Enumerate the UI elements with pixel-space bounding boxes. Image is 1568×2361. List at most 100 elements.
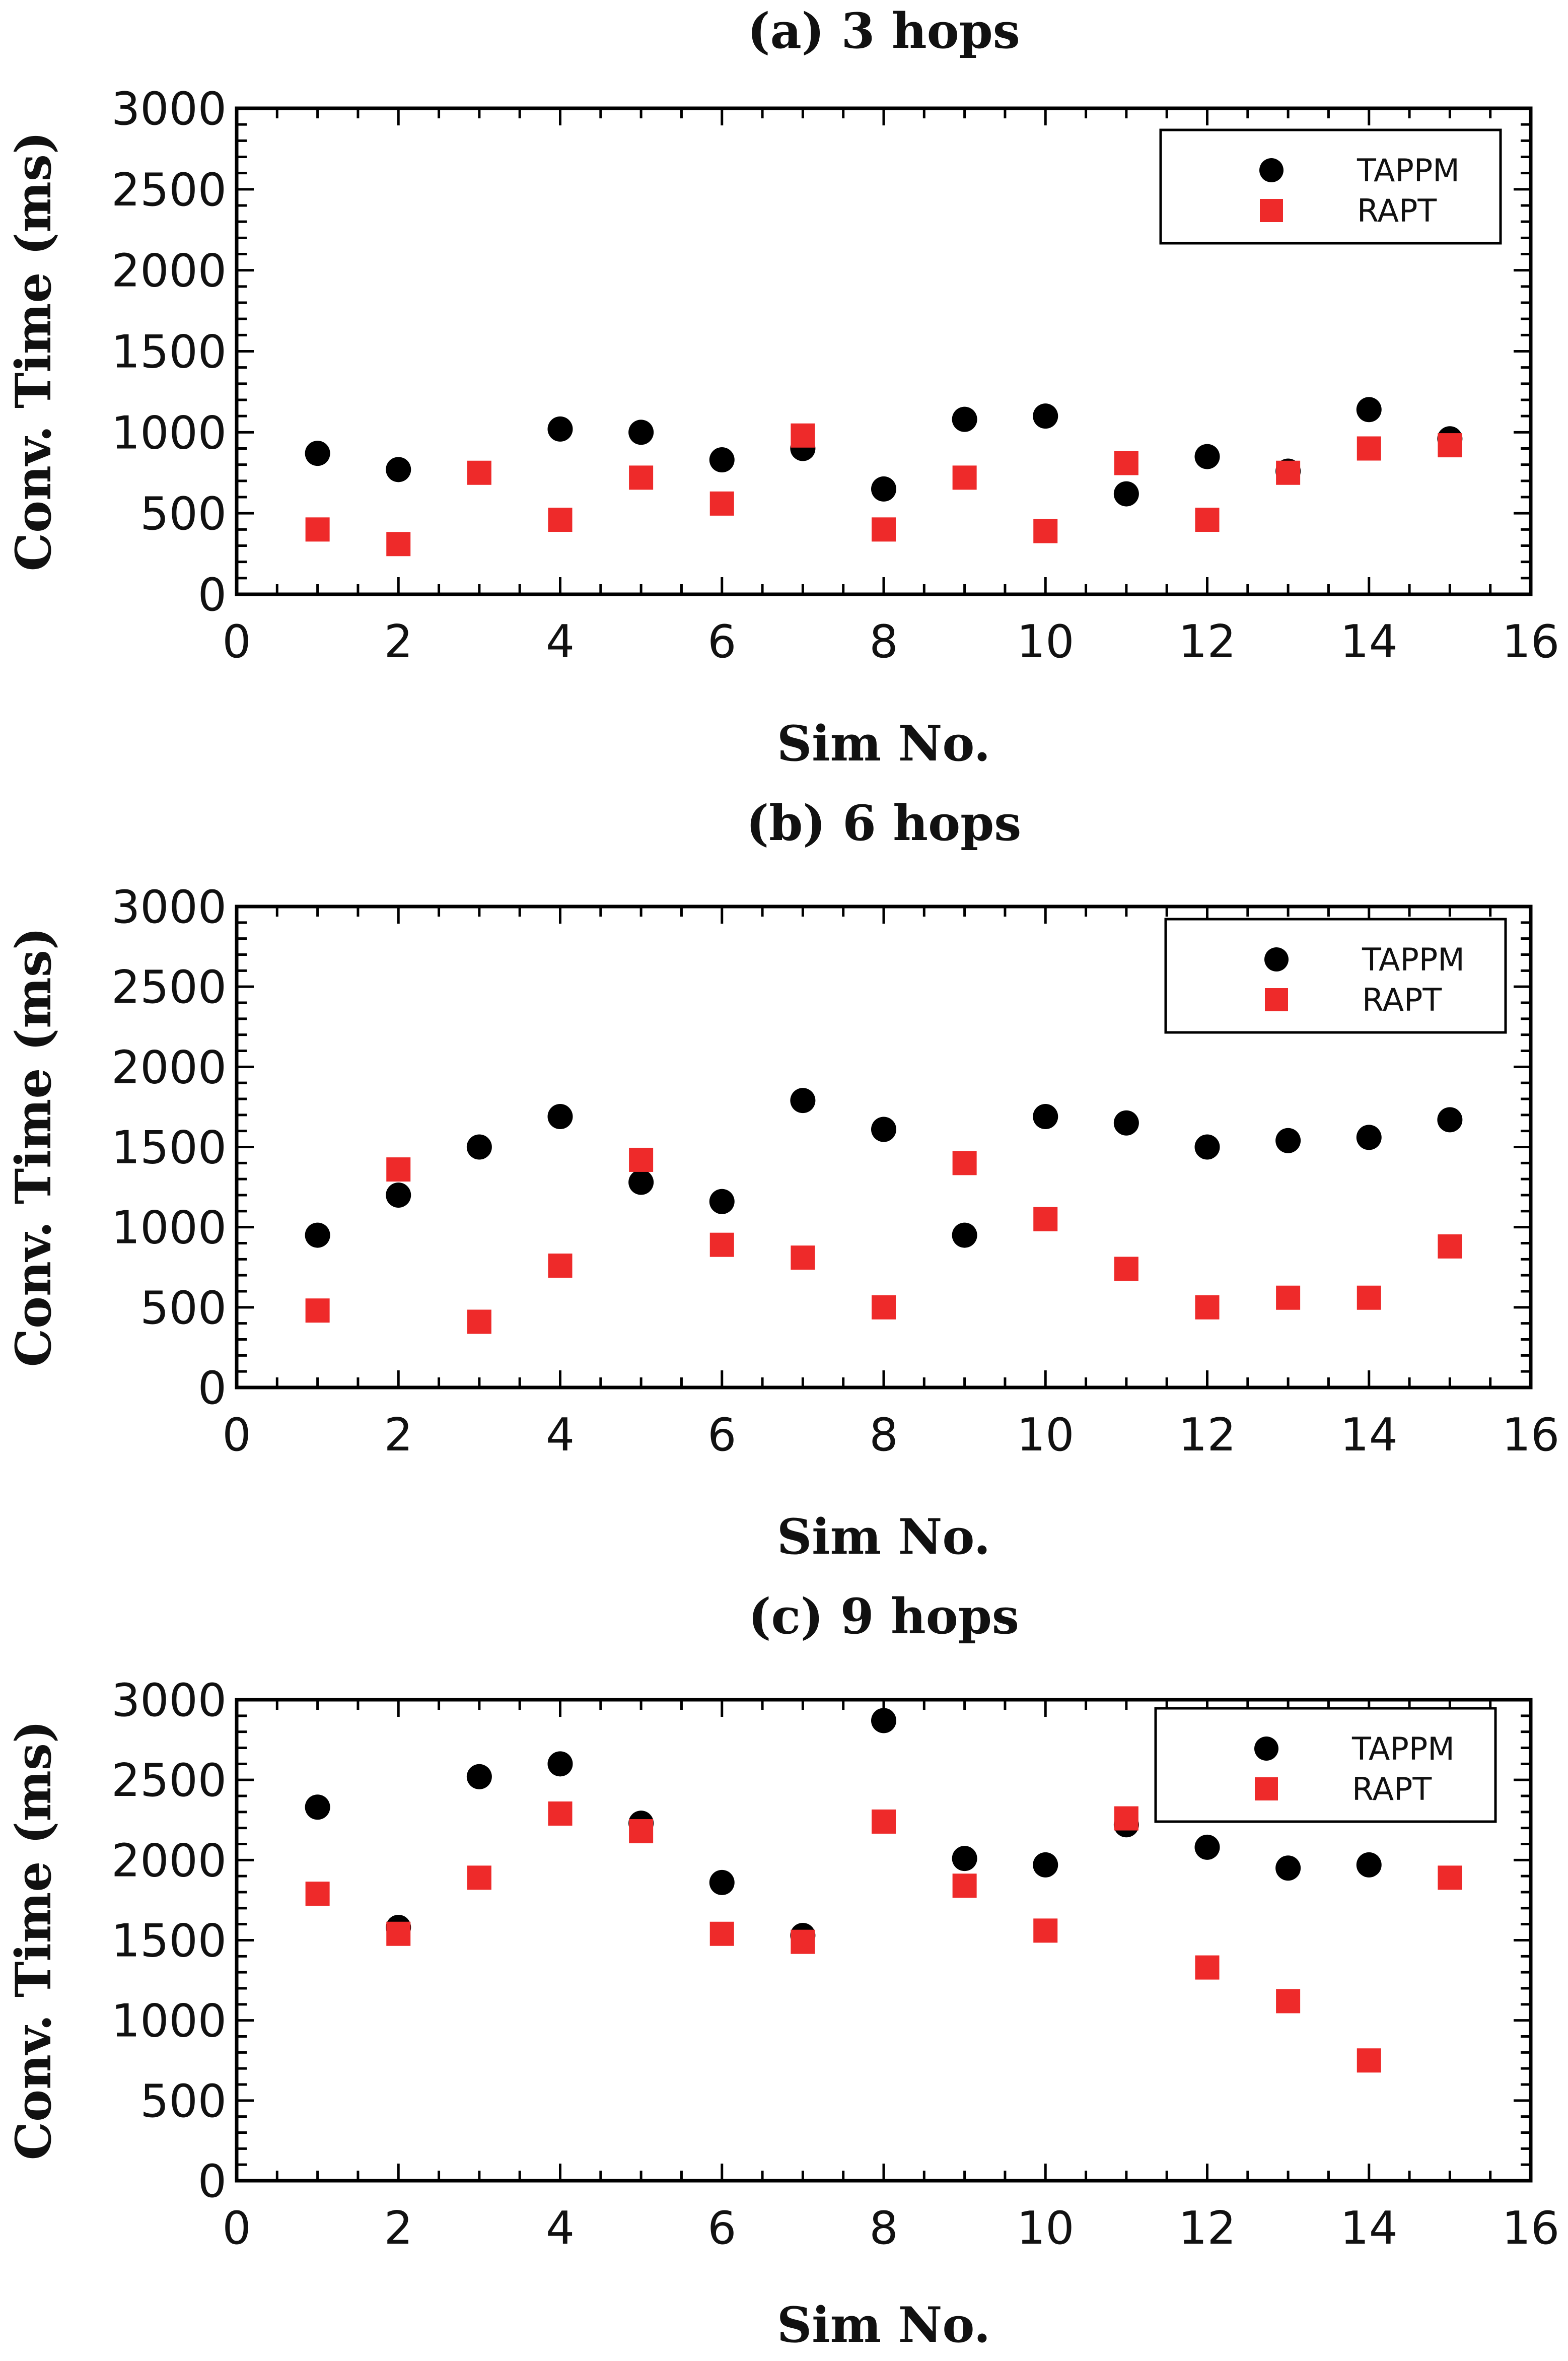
- data-point-rapt: [467, 1865, 491, 1890]
- y-tick-label: 500: [140, 1282, 227, 1335]
- data-point-tappm: [386, 457, 411, 482]
- legend: TAPPM RAPT: [1164, 918, 1507, 1034]
- y-tick-label: 1000: [111, 406, 227, 459]
- y-tick-label: 0: [198, 2155, 227, 2208]
- data-point-tappm: [1194, 1134, 1220, 1160]
- x-tick-label: 12: [1178, 1409, 1236, 1462]
- chart-title: (c) 9 hops: [748, 1588, 1019, 1645]
- y-tick-label: 1000: [111, 1995, 227, 2048]
- legend-box: [1154, 1707, 1497, 1823]
- data-point-tappm: [1113, 1110, 1139, 1136]
- x-tick-label: 16: [1502, 2202, 1560, 2255]
- x-tick-label: 14: [1340, 1409, 1398, 1462]
- data-point-tappm: [466, 1134, 492, 1160]
- data-point-tappm: [790, 1088, 816, 1114]
- data-point-tappm: [305, 1222, 330, 1248]
- data-point-rapt: [872, 517, 896, 542]
- series-rapt: [305, 1801, 1462, 2073]
- data-point-rapt: [1276, 1285, 1301, 1310]
- y-tick-label: 2000: [111, 1834, 227, 1887]
- data-point-rapt: [1357, 1285, 1381, 1310]
- x-tick-label: 12: [1178, 615, 1236, 668]
- data-point-tappm: [709, 447, 735, 473]
- chart-title: (a) 3 hops: [747, 3, 1020, 59]
- data-point-tappm: [871, 1117, 896, 1142]
- data-point-rapt: [1195, 1955, 1220, 1980]
- data-point-rapt: [709, 1232, 734, 1257]
- data-point-tappm: [1033, 1852, 1058, 1878]
- data-point-tappm: [305, 1794, 330, 1820]
- y-tick-label: 1000: [111, 1202, 227, 1255]
- series-tappm: [305, 397, 1463, 507]
- legend-marker-rapt: [1260, 199, 1283, 222]
- x-tick-label: 2: [384, 2202, 413, 2255]
- legend-label-tappm: TAPPM: [1362, 941, 1465, 978]
- data-point-rapt: [548, 1254, 573, 1278]
- data-point-rapt: [305, 1882, 330, 1906]
- y-tick-label: 2500: [111, 1754, 227, 1807]
- x-tick-label: 6: [707, 1409, 736, 1462]
- legend-label-tappm: TAPPM: [1351, 1730, 1455, 1767]
- data-point-tappm: [386, 1183, 411, 1208]
- y-tick-label: 0: [198, 1362, 227, 1415]
- x-tick-label: 0: [222, 2202, 251, 2255]
- chart-panel-1: (a) 3 hops 0 2 4 6 8 10 12 14 16 0 500 1000 1500 2000 2…: [5, 3, 1559, 772]
- series-tappm: [305, 1088, 1463, 1248]
- chart-panel-3: (c) 9 hops 0 2 4 6 8 10 12 14 16 0 500 1000 1500 2000 2…: [5, 1588, 1559, 2353]
- data-point-tappm: [547, 1104, 573, 1130]
- data-point-tappm: [709, 1869, 735, 1895]
- x-tick-label: 16: [1502, 1409, 1560, 1462]
- data-point-rapt: [548, 1801, 573, 1826]
- y-tick-label: 3000: [111, 1674, 227, 1727]
- series-rapt: [305, 1147, 1462, 1334]
- y-tick-label: 3000: [111, 83, 227, 135]
- chart-panel-2: (b) 6 hops 0 2 4 6 8 10 12 14 16 0 500 1000 1500 2000 2…: [5, 795, 1559, 1565]
- x-tick-label: 6: [707, 2202, 736, 2255]
- data-point-rapt: [952, 465, 977, 490]
- series-rapt: [305, 423, 1462, 557]
- data-point-tappm: [871, 476, 896, 502]
- legend-label-rapt: RAPT: [1362, 982, 1442, 1018]
- data-point-rapt: [629, 1147, 654, 1172]
- legend-marker-rapt: [1255, 1777, 1278, 1800]
- data-point-rapt: [952, 1151, 977, 1175]
- x-axis-label: Sim No.: [777, 715, 990, 772]
- data-point-tappm: [1033, 403, 1058, 429]
- data-point-rapt: [386, 1921, 411, 1946]
- data-point-tappm: [628, 420, 654, 445]
- data-point-rapt: [467, 1309, 491, 1334]
- data-point-tappm: [547, 1751, 573, 1777]
- legend-marker-tappm: [1264, 947, 1289, 971]
- x-tick-label: 4: [546, 2202, 575, 2255]
- legend-label-rapt: RAPT: [1357, 192, 1437, 229]
- data-point-tappm: [466, 1764, 492, 1789]
- y-axis-label: Conv. Time (ms): [5, 1720, 62, 2161]
- y-tick-label: 500: [140, 488, 227, 540]
- x-axis-label: Sim No.: [777, 1508, 990, 1565]
- data-point-rapt: [872, 1809, 896, 1834]
- x-tick-label: 4: [546, 1409, 575, 1462]
- y-tick-label: 2500: [111, 164, 227, 217]
- chart-title: (b) 6 hops: [746, 795, 1022, 852]
- y-tick-label: 0: [198, 569, 227, 621]
- data-point-rapt: [1438, 1234, 1462, 1259]
- data-point-rapt: [1357, 2048, 1381, 2073]
- data-point-rapt: [1033, 519, 1058, 543]
- y-tick-label: 500: [140, 2075, 227, 2128]
- data-point-rapt: [1195, 508, 1220, 532]
- x-tick-label: 4: [546, 615, 575, 668]
- data-point-rapt: [629, 465, 654, 490]
- x-tick-label: 0: [222, 615, 251, 668]
- data-point-tappm: [1356, 1125, 1382, 1150]
- data-point-tappm: [952, 406, 977, 432]
- y-tick-label: 2000: [111, 245, 227, 298]
- data-point-rapt: [548, 508, 573, 532]
- y-tick-label: 1500: [111, 1915, 227, 1968]
- data-point-tappm: [709, 1189, 735, 1214]
- data-point-tappm: [1275, 1855, 1301, 1881]
- series-tappm: [305, 1708, 1463, 1948]
- y-tick-label: 1500: [111, 326, 227, 379]
- data-point-tappm: [1113, 481, 1139, 507]
- data-point-tappm: [871, 1708, 896, 1733]
